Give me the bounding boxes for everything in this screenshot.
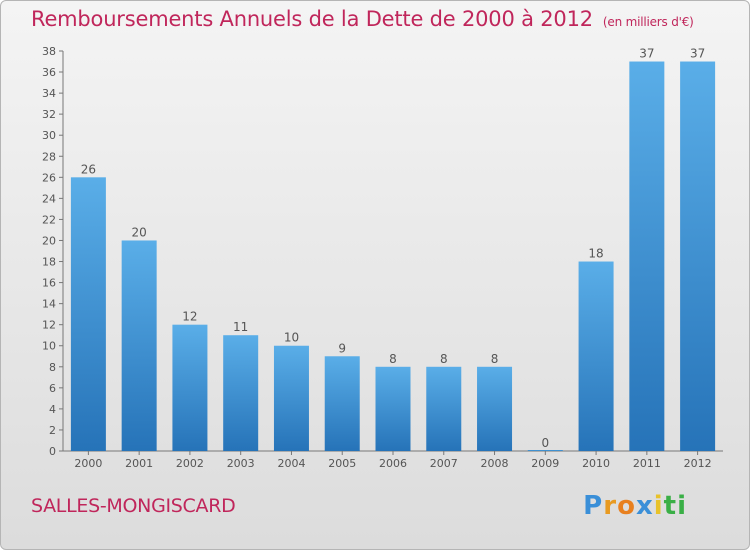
bar-value-label: 37 xyxy=(639,47,654,61)
y-tick-label: 10 xyxy=(42,340,56,353)
bar xyxy=(426,366,462,451)
y-tick-label: 18 xyxy=(42,256,56,269)
bar-value-label: 8 xyxy=(491,352,499,366)
x-tick-label: 2011 xyxy=(633,457,661,470)
bars: 26 20 12 11 10 9 8 8 8 0 18 37 37 xyxy=(70,47,716,452)
bar xyxy=(324,356,360,451)
x-tick-label: 2006 xyxy=(379,457,407,470)
y-tick-label: 8 xyxy=(49,361,56,374)
y-tick-label: 26 xyxy=(42,171,56,184)
x-tick-label: 2008 xyxy=(481,457,509,470)
bar-value-label: 26 xyxy=(81,162,96,176)
logo-letter: x xyxy=(635,491,654,521)
bar-value-label: 0 xyxy=(541,436,549,450)
y-tick-label: 30 xyxy=(42,129,56,142)
logo-letter: P xyxy=(583,491,604,521)
bar-value-label: 9 xyxy=(338,341,346,355)
x-tick-label: 2000 xyxy=(74,457,102,470)
bar xyxy=(629,61,665,452)
y-tick-label: 36 xyxy=(42,66,56,79)
bar xyxy=(223,335,259,451)
bar-value-label: 8 xyxy=(440,352,448,366)
bar-value-label: 12 xyxy=(182,310,197,324)
y-tick-label: 6 xyxy=(49,382,56,395)
commune-name: SALLES-MONGISCARD xyxy=(31,495,236,517)
bar-value-label: 20 xyxy=(132,225,147,239)
chart-subtitle: (en milliers d'€) xyxy=(602,15,694,29)
y-tick-label: 28 xyxy=(42,150,56,163)
y-tick-label: 22 xyxy=(42,213,56,226)
bar xyxy=(680,61,716,452)
bar-value-label: 10 xyxy=(284,331,299,345)
bar xyxy=(527,450,563,451)
bar xyxy=(70,177,106,451)
x-tick-label: 2007 xyxy=(430,457,458,470)
logo-letter: i xyxy=(677,491,687,521)
x-tick-label: 2001 xyxy=(125,457,153,470)
logo-letter: r xyxy=(603,491,618,521)
bar-value-label: 8 xyxy=(389,352,397,366)
x-tick-label: 2004 xyxy=(277,457,305,470)
x-tick-label: 2003 xyxy=(227,457,255,470)
bar-value-label: 18 xyxy=(588,247,603,261)
y-tick-label: 32 xyxy=(42,108,56,121)
y-tick-label: 0 xyxy=(49,445,56,458)
bar xyxy=(121,240,157,451)
x-tick-label: 2012 xyxy=(684,457,712,470)
logo-letter: i xyxy=(653,491,664,521)
chart-title: Remboursements Annuels de la Dette de 20… xyxy=(31,7,694,31)
y-tick-label: 38 xyxy=(42,45,56,58)
x-tick-label: 2002 xyxy=(176,457,204,470)
title-text: Remboursements Annuels de la Dette de 20… xyxy=(31,7,593,31)
y-tick-label: 24 xyxy=(42,192,56,205)
logo-letter: t xyxy=(663,491,678,521)
bar xyxy=(172,324,208,451)
bar-value-label: 37 xyxy=(690,47,705,61)
y-tick-label: 16 xyxy=(42,277,56,290)
x-tick-label: 2010 xyxy=(582,457,610,470)
bar xyxy=(477,366,513,451)
y-tick-label: 2 xyxy=(49,424,56,437)
bar xyxy=(375,366,411,451)
bar-value-label: 11 xyxy=(233,320,248,334)
y-tick-label: 20 xyxy=(42,234,56,247)
bar xyxy=(273,345,309,451)
x-tick-label: 2005 xyxy=(328,457,356,470)
proxiti-logo: Proxiti xyxy=(583,491,687,521)
y-tick-label: 34 xyxy=(42,87,56,100)
y-tick-label: 14 xyxy=(42,298,56,311)
y-tick-label: 4 xyxy=(49,403,56,416)
x-tick-label: 2009 xyxy=(531,457,559,470)
bar xyxy=(578,261,614,451)
logo-letter: o xyxy=(617,491,636,521)
y-tick-label: 12 xyxy=(42,319,56,332)
